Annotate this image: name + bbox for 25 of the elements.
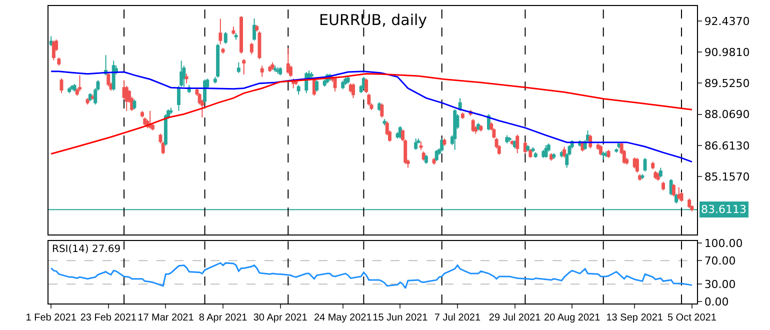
y-tick-label: 86.6130 bbox=[704, 139, 750, 152]
x-tick-label: 24 May 2021 bbox=[314, 312, 372, 324]
x-tick-label: 7 Jul 2021 bbox=[434, 312, 481, 324]
x-tick-label: 23 Feb 2021 bbox=[80, 312, 137, 324]
y-tick-label: 89.5250 bbox=[704, 77, 750, 90]
y-tick-label: 92.4370 bbox=[704, 14, 750, 28]
x-tick-label: 20 Aug 2021 bbox=[544, 312, 601, 324]
x-tick-label: 17 Mar 2021 bbox=[138, 312, 194, 324]
y-tick-label: 30.00 bbox=[704, 278, 736, 291]
y-tick-label: 90.9810 bbox=[704, 46, 750, 59]
y-tick-label: 85.1570 bbox=[704, 170, 750, 184]
x-tick-label: 8 Apr 2021 bbox=[198, 312, 248, 324]
y-tick-label: 100.00 bbox=[704, 236, 743, 250]
x-tick-label: 29 Jul 2021 bbox=[488, 312, 542, 324]
x-tick-label: 13 Sep 2021 bbox=[606, 312, 664, 324]
chart-title: RSI(14) 27.69 bbox=[52, 244, 121, 255]
x-tick-label: 15 Jun 2021 bbox=[372, 312, 428, 324]
y-tick-label: 0.00 bbox=[704, 296, 729, 309]
y-tick-label: 88.0690 bbox=[704, 108, 750, 122]
y-tick-label: 70.00 bbox=[704, 254, 736, 268]
ref-line-label: 83.6113 bbox=[701, 203, 746, 216]
x-tick-label: 1 Feb 2021 bbox=[26, 312, 77, 324]
chart-title: EURRUB, daily bbox=[319, 11, 428, 29]
x-tick-label: 5 Oct 2021 bbox=[667, 312, 717, 324]
x-tick-label: 30 Apr 2021 bbox=[253, 312, 308, 324]
